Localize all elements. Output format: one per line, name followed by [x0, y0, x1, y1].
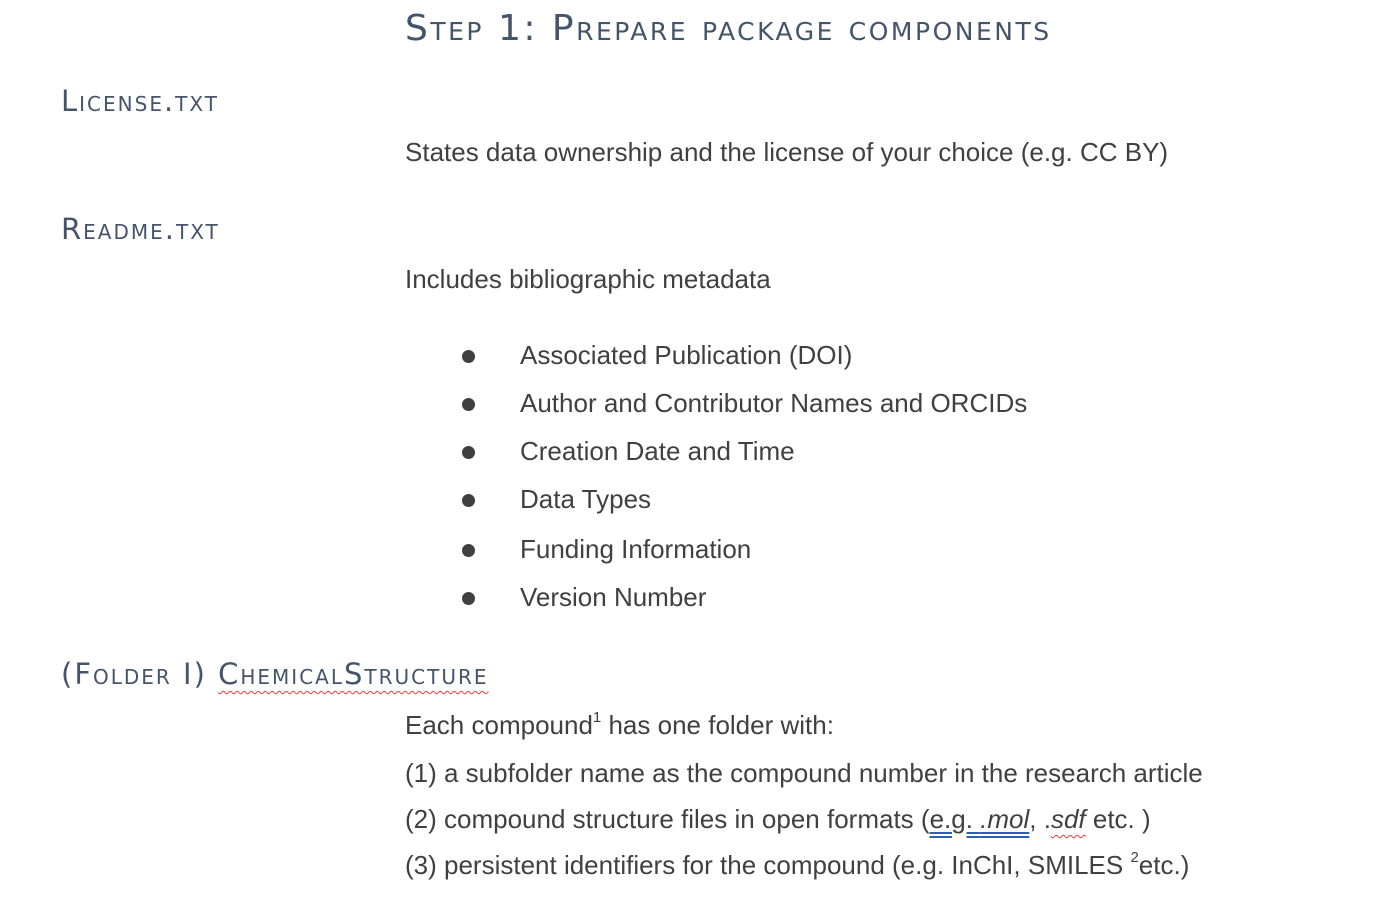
license-heading: License.txt: [61, 84, 219, 118]
folder-line-1: (1) a subfolder name as the compound num…: [405, 758, 1203, 788]
list-item: Author and Contributor Names and ORCIDs: [520, 388, 1028, 418]
list-item: Funding Information: [520, 534, 752, 564]
list-item: Data Types: [520, 484, 652, 514]
mol-extension: .mol: [980, 804, 1030, 834]
license-description: States data ownership and the license of…: [405, 137, 1169, 167]
list-item: Version Number: [520, 582, 707, 612]
bullet-icon: [462, 350, 475, 363]
folder-line-2-after: etc. ): [1085, 804, 1151, 834]
folder-line-2-eg: e.g. .mol: [930, 804, 1030, 834]
folder-intro-after: has one folder with:: [601, 710, 834, 740]
bullet-icon: [462, 446, 475, 459]
footnote-ref-2: 2: [1130, 849, 1139, 866]
bullet-icon: [462, 544, 475, 557]
folder-line-2-sdf: sdf: [1050, 804, 1086, 834]
folder-intro-before: Each compound: [405, 710, 593, 740]
page-title: Step 1: Prepare package components: [405, 8, 1052, 49]
folder-line-3-before: (3) persistent identifiers for the compo…: [405, 850, 1131, 880]
folder-line-3-after: etc.): [1138, 850, 1190, 880]
footnote-ref-1: 1: [592, 709, 602, 726]
list-item: Creation Date and Time: [520, 436, 795, 466]
bullet-icon: [462, 494, 475, 507]
readme-heading: Readme.txt: [61, 212, 220, 246]
bullet-icon: [462, 592, 475, 605]
folder-heading-name: ChemicalStructure: [218, 657, 489, 691]
folder-line-2: (2) compound structure files in open for…: [405, 804, 1151, 835]
folder-heading-prefix: (Folder I): [61, 657, 219, 691]
readme-description: Includes bibliographic metadata: [405, 264, 771, 294]
folder-line-2-comma: , .: [1029, 804, 1051, 834]
folder-heading: (Folder I) ChemicalStructure: [61, 657, 489, 691]
folder-intro: Each compound1 has one folder with:: [405, 710, 834, 741]
bullet-icon: [462, 398, 475, 411]
folder-line-2-before: (2) compound structure files in open for…: [405, 804, 930, 834]
folder-line-3: (3) persistent identifiers for the compo…: [405, 850, 1189, 881]
list-item: Associated Publication (DOI): [520, 340, 853, 370]
folder-line-2-eg-text: e.g. .mol: [929, 804, 1030, 834]
